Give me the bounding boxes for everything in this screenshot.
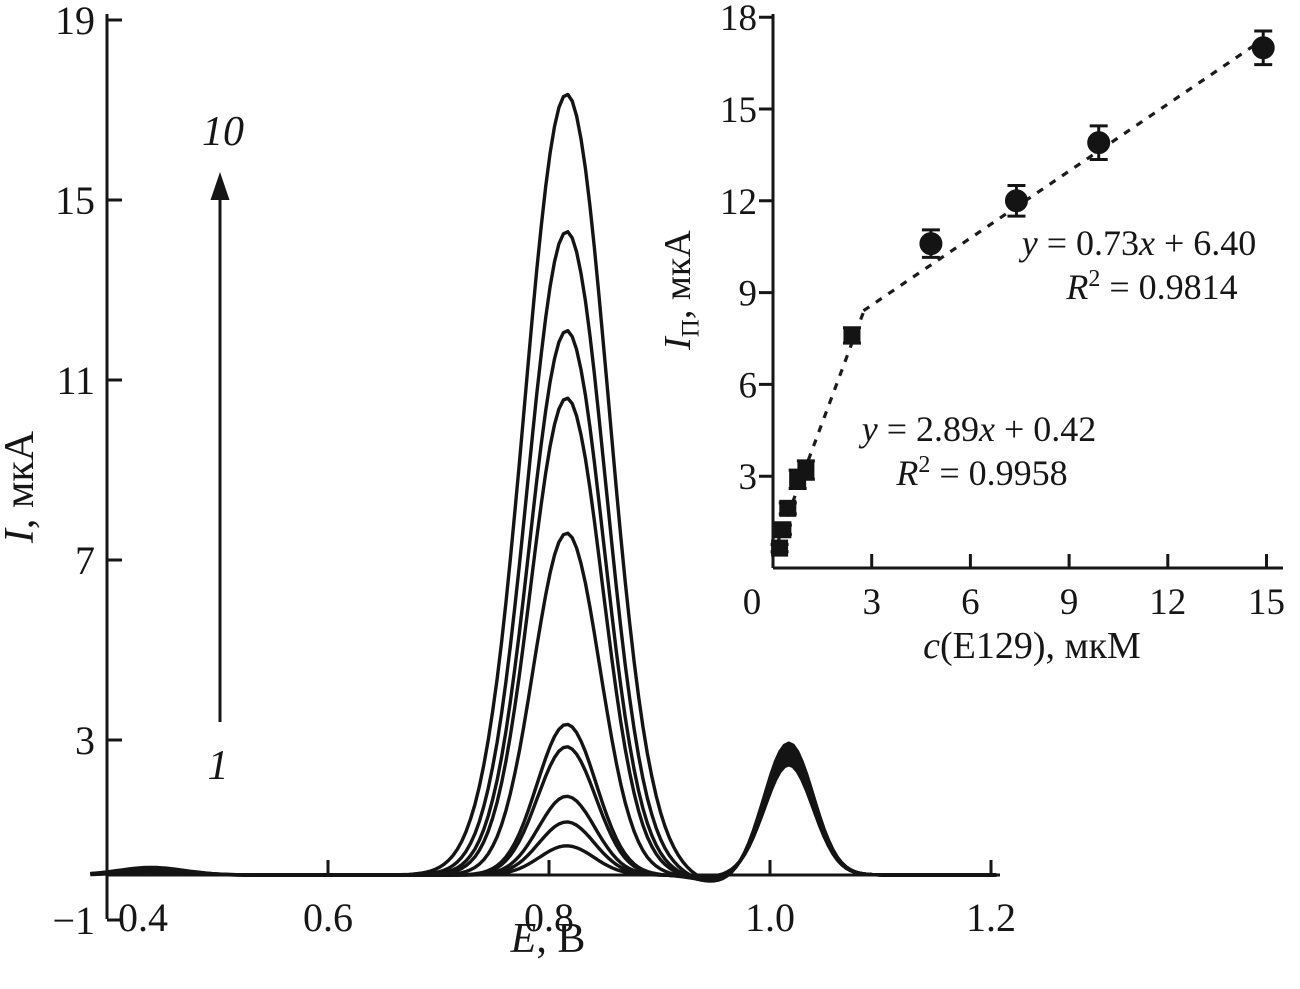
eq-r-value: = 0.9958 <box>930 453 1068 493</box>
eq-r: R <box>896 453 919 493</box>
voltammogram-curve-6 <box>90 531 997 882</box>
tick-label: 0.8 <box>524 895 574 940</box>
fit-line-high <box>862 37 1265 313</box>
main-y-axis-unit: , мкА <box>0 430 43 530</box>
inset-y-axis-variable: I <box>657 337 699 350</box>
tick-label: 0.4 <box>118 895 168 940</box>
tick-label: 6 <box>739 365 758 406</box>
eq-r-sup: 2 <box>918 452 931 478</box>
inset-y-axis-title: IП, мкА <box>656 195 705 385</box>
curve-label-1: 1 <box>207 743 229 789</box>
main-curves <box>90 92 997 883</box>
eq-xvar: x <box>1139 223 1155 263</box>
data-point <box>842 326 861 345</box>
inset-x-axis-title: c(E129), мкМ <box>882 624 1182 668</box>
tick-label: 0.6 <box>303 895 353 940</box>
tick-label: 0 <box>743 582 762 623</box>
tick-label: 1.2 <box>966 895 1016 940</box>
fit-r-squared-high: R2 = 0.9814 <box>972 266 1300 308</box>
eq-var: y <box>861 409 878 449</box>
data-point <box>770 539 789 557</box>
voltammogram-curve-10 <box>90 92 997 883</box>
eq-slope: = 0.73 <box>1037 223 1139 263</box>
main-y-axis-variable: I <box>0 529 43 544</box>
eq-r-sup: 2 <box>1088 266 1101 292</box>
marker-circle <box>1087 131 1111 155</box>
main-y-axis <box>105 14 122 922</box>
inset-y-axis-subscript: П <box>677 319 705 338</box>
inset-points <box>770 29 1275 557</box>
marker-circle <box>1251 36 1275 60</box>
main-x-axis <box>107 860 1000 877</box>
inset-axes <box>759 14 1283 570</box>
marker-square <box>774 521 792 539</box>
eq-intercept: + 6.40 <box>1154 223 1257 263</box>
tick-label: 1.0 <box>745 895 795 940</box>
main-x-axis-unit: , В <box>536 916 586 962</box>
eq-slope: = 2.89 <box>877 409 979 449</box>
main-axes <box>105 14 1000 922</box>
tick-label: 19 <box>55 0 95 43</box>
tick-label: 3 <box>75 718 95 763</box>
tick-label: 7 <box>75 538 95 583</box>
fit-r-squared-low: R2 = 0.9958 <box>802 452 1162 494</box>
inset-x-axis <box>773 554 1283 570</box>
inset-tick-labels: 3 6 9 12 15 18 0 3 6 9 12 15 <box>720 0 1285 623</box>
data-point <box>1087 124 1111 161</box>
tick-label: 15 <box>55 178 95 223</box>
marker-circle <box>1004 189 1028 213</box>
marker-square <box>779 499 797 517</box>
tick-label: 3 <box>862 582 881 623</box>
marker-square <box>797 461 815 479</box>
arrow-head-icon <box>210 172 230 200</box>
inset-fit-lines <box>775 37 1265 546</box>
curve-label-10: 10 <box>202 109 244 155</box>
tick-label: 15 <box>1248 582 1285 623</box>
data-point <box>773 521 792 539</box>
fit-equation-high: y = 0.73x + 6.40 <box>959 222 1300 264</box>
eq-xvar: x <box>979 409 995 449</box>
eq-r: R <box>1066 267 1089 307</box>
marker-square <box>843 326 861 344</box>
main-x-axis-title: E, В <box>448 915 648 963</box>
tick-label: 18 <box>720 0 757 39</box>
tick-label: 9 <box>1060 582 1079 623</box>
marker-square <box>771 539 789 557</box>
data-point <box>1251 29 1275 67</box>
data-point <box>778 499 797 517</box>
tick-label: 3 <box>739 457 758 498</box>
tick-label: 11 <box>56 358 95 403</box>
tick-label: 9 <box>739 274 758 315</box>
inset-x-axis-variable: c <box>923 625 941 667</box>
main-y-axis-title: I, мкА <box>0 392 44 582</box>
data-point <box>1004 184 1028 218</box>
tick-label: 6 <box>961 582 980 623</box>
inset-y-axis-unit: , мкА <box>657 230 699 320</box>
data-point <box>919 228 943 259</box>
inset-y-axis <box>759 14 775 568</box>
fit-equation-low: y = 2.89x + 0.42 <box>799 408 1159 450</box>
eq-r-value: = 0.9814 <box>1100 267 1238 307</box>
eq-var: y <box>1021 223 1038 263</box>
inset-x-axis-unit: (E129), мкМ <box>940 625 1141 667</box>
eq-intercept: + 0.42 <box>994 409 1097 449</box>
tick-label: −1 <box>52 898 95 943</box>
annotation-arrow <box>210 172 230 722</box>
marker-circle <box>919 232 943 256</box>
fit-line-low <box>775 311 865 546</box>
tick-label: 12 <box>1149 582 1186 623</box>
main-x-axis-variable: E <box>510 916 537 962</box>
tick-label: 12 <box>720 182 757 223</box>
data-point <box>796 459 815 481</box>
tick-label: 15 <box>720 90 757 131</box>
